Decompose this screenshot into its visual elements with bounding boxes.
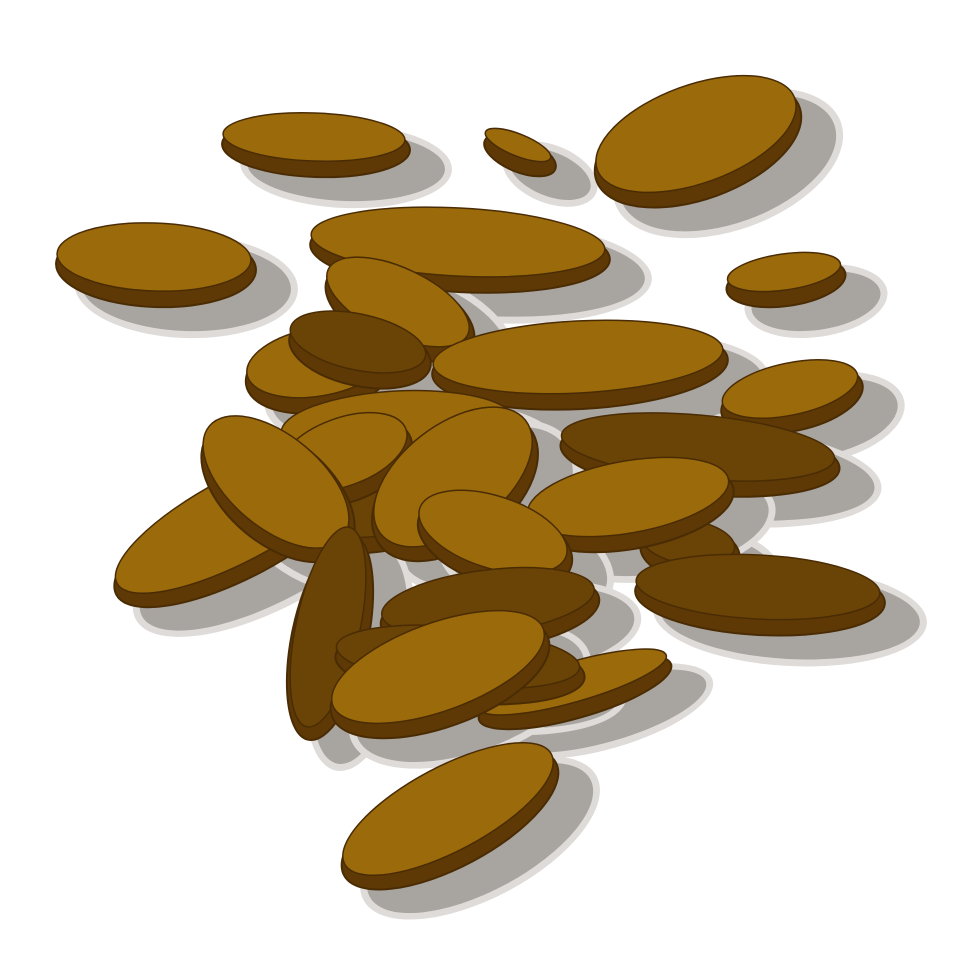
seed-10 — [431, 319, 729, 411]
seed-20 — [525, 456, 735, 554]
seed-top — [432, 319, 724, 395]
seed-11 — [720, 359, 864, 435]
seed-top — [484, 127, 552, 163]
seed-1 — [221, 112, 411, 179]
seed-9 — [288, 310, 432, 390]
seed-top — [635, 553, 881, 621]
seed-pile — [55, 74, 886, 891]
seed-top — [721, 359, 859, 419]
seed-top — [289, 310, 427, 374]
seed-top — [222, 112, 406, 162]
seed-top — [310, 206, 606, 278]
seed-4 — [55, 222, 257, 309]
seed-6 — [725, 251, 847, 309]
seed-top — [56, 222, 252, 292]
seed-top — [595, 74, 797, 194]
seed-2 — [483, 127, 557, 178]
seed-21 — [634, 553, 886, 637]
seed-top — [330, 609, 546, 725]
seed-top — [342, 741, 554, 877]
seed-28 — [340, 741, 560, 891]
seed-27 — [329, 609, 551, 740]
seed-top — [418, 489, 568, 575]
seed-3 — [593, 74, 803, 209]
seed-top — [726, 251, 842, 293]
